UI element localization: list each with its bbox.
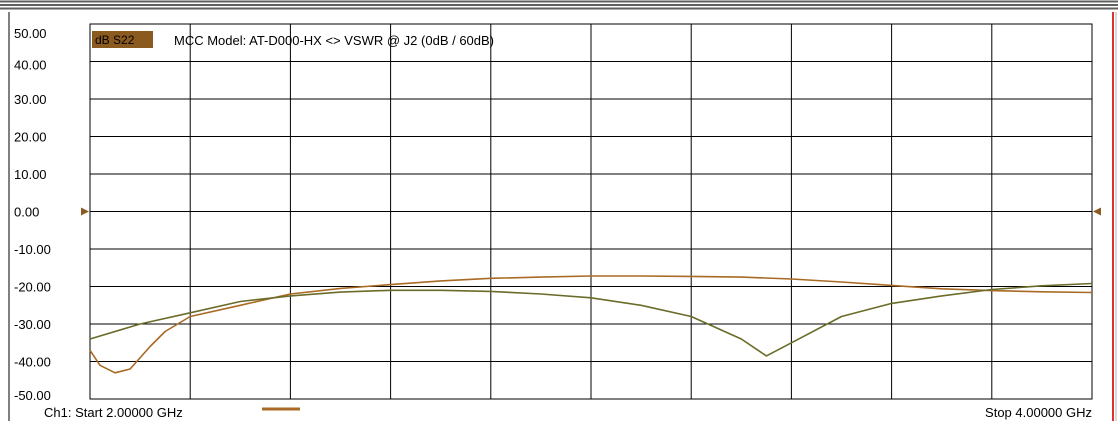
start-frequency-label: Ch1: Start 2.00000 GHz [44, 405, 183, 420]
trace-line-1 [89, 275, 1093, 374]
y-tick-label: 40.00 [14, 58, 47, 73]
trace-badge [92, 31, 153, 48]
y-tick-label: 30.00 [14, 92, 47, 107]
chart-title: MCC Model: AT-D000-HX <> VSWR @ J2 (0dB … [174, 33, 494, 48]
y-tick-label: 10.00 [14, 167, 47, 182]
y-tick-label: 50.00 [14, 26, 47, 41]
y-tick-label: -30.00 [14, 317, 51, 332]
y-tick-label: -50.00 [14, 388, 51, 403]
y-tick-label: -40.00 [14, 355, 51, 370]
trace-line-2 [89, 282, 1093, 357]
trace-badge-label: dB S22 [95, 33, 135, 47]
y-tick-label: 0.00 [14, 205, 39, 220]
y-tick-label: -10.00 [14, 242, 51, 257]
y-tick-label: -20.00 [14, 280, 51, 295]
reference-marker-left-icon [81, 207, 89, 216]
y-tick-label: 20.00 [14, 130, 47, 145]
stop-frequency-label: Stop 4.00000 GHz [985, 405, 1092, 420]
window-top-border [0, 0, 1118, 11]
reference-marker-right-icon [1093, 207, 1101, 216]
